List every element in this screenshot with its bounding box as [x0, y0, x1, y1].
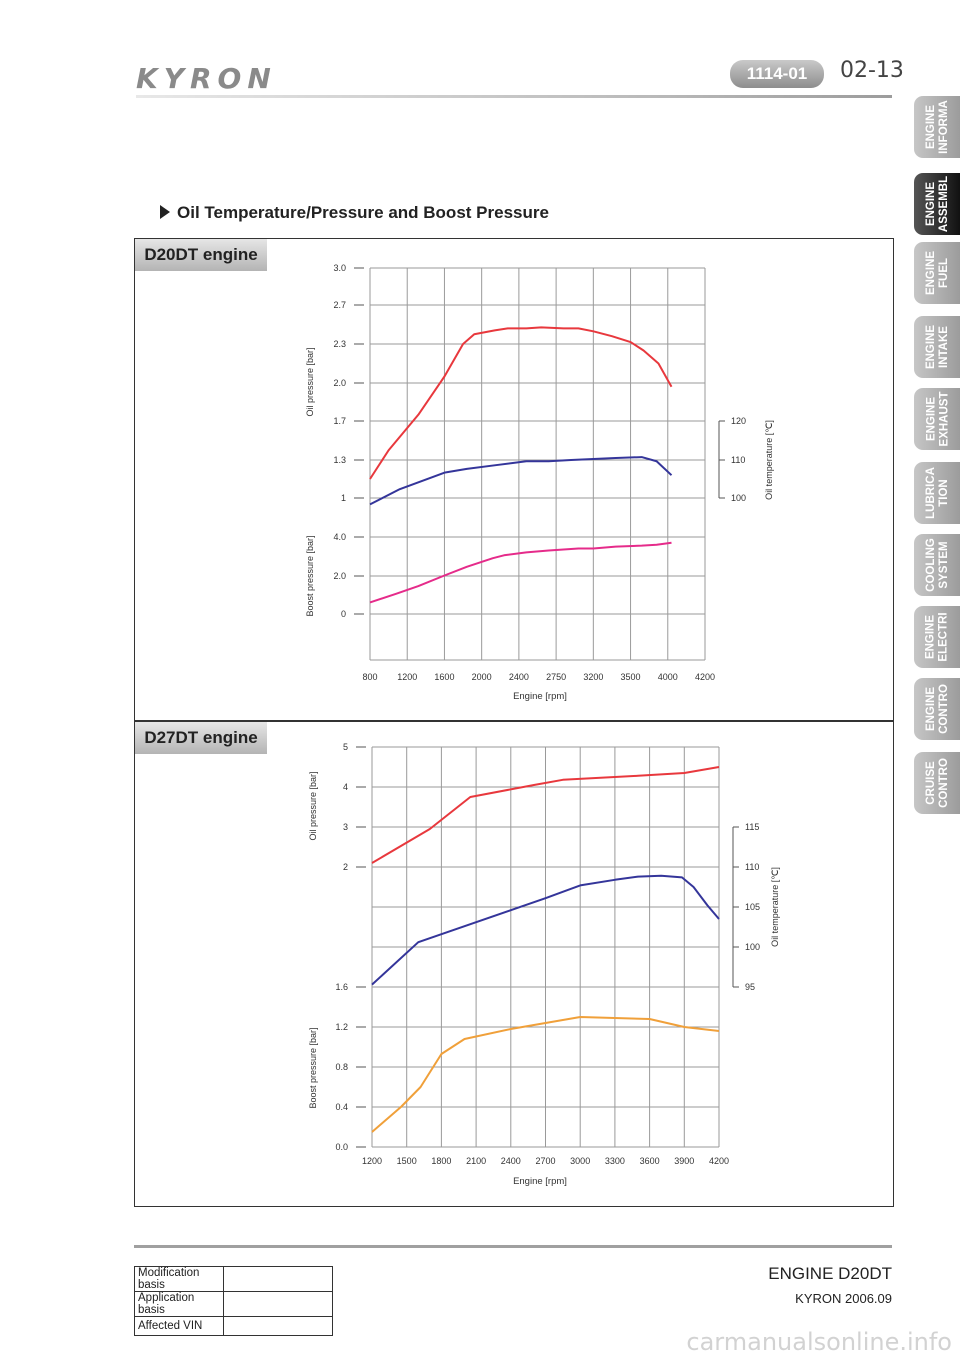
- diagram-frame: [134, 238, 894, 1207]
- modification-basis-value: [223, 1266, 333, 1292]
- x-tick-label: 3900: [674, 1156, 694, 1166]
- x-axis-label: Engine [rpm]: [513, 1176, 567, 1187]
- x-tick-label: 1200: [397, 672, 417, 682]
- oil-pressure-tick-label: 2: [343, 862, 348, 872]
- x-tick-label: 3300: [605, 1156, 625, 1166]
- oil-pressure-line: [371, 766, 720, 864]
- oil-pressure-tick-label: 3: [343, 822, 348, 832]
- oil-pressure-line: [369, 326, 673, 480]
- oil-temperature-axis-label: Oil temperature [℃]: [764, 420, 774, 500]
- tab-engine-assembly[interactable]: ENGINE ASSEMBL: [914, 173, 960, 235]
- oil-pressure-tick-label: 1: [341, 493, 346, 503]
- x-tick-label: 1200: [362, 1156, 382, 1166]
- application-basis-value: [223, 1291, 333, 1317]
- page-number: 02-13: [840, 58, 904, 83]
- boost-pressure-axis-label: Boost pressure [bar]: [308, 1027, 318, 1108]
- tab-engine-intake[interactable]: ENGINE INTAKE: [914, 316, 960, 378]
- x-axis-label: Engine [rpm]: [513, 691, 567, 702]
- boost-pressure-tick-label: 0: [341, 609, 346, 619]
- tab-lubrication[interactable]: LUBRICA TION: [914, 462, 960, 524]
- oil-temperature-tick-label: 100: [731, 493, 746, 503]
- footer-rule: [134, 1245, 892, 1248]
- oil-pressure-axis-label: Oil pressure [bar]: [308, 771, 318, 840]
- oil-temperature-axis-label: Oil temperature [℃]: [770, 867, 780, 947]
- x-tick-label: 2000: [472, 672, 492, 682]
- section-title: Oil Temperature/Pressure and Boost Press…: [160, 203, 549, 223]
- d20dt-chart: 800 1200 1600 2000 2400 2750 3200 3500 4000 4200E…: [305, 263, 774, 702]
- x-tick-label: 3600: [640, 1156, 660, 1166]
- oil-pressure-tick-label: 3.0: [333, 263, 346, 273]
- boost-pressure-tick-label: 0.8: [335, 1062, 348, 1072]
- x-tick-label: 2400: [501, 1156, 521, 1166]
- boost-pressure-tick-label: 2.0: [333, 571, 346, 581]
- modification-table: Modification basis Application basis Aff…: [134, 1266, 333, 1336]
- tab-cooling-system[interactable]: COOLING SYSTEM: [914, 534, 960, 596]
- oil-temperature-line: [369, 456, 673, 506]
- brand-logo: KYRON: [136, 62, 277, 95]
- x-tick-label: 4200: [709, 1156, 729, 1166]
- oil-pressure-tick-label: 2.7: [333, 300, 346, 310]
- oil-temperature-tick-label: 105: [745, 902, 760, 912]
- x-tick-label: 3000: [570, 1156, 590, 1166]
- x-tick-label: 1800: [431, 1156, 451, 1166]
- tab-engine-information[interactable]: ENGINE INFORMA: [914, 96, 960, 158]
- x-tick-label: 2700: [535, 1156, 555, 1166]
- x-tick-label: 4000: [658, 672, 678, 682]
- footer-title: ENGINE D20DT: [768, 1264, 892, 1283]
- oil-pressure-tick-label: 2.3: [333, 339, 346, 349]
- oil-temperature-tick-label: 110: [731, 455, 745, 465]
- oil-temperature-tick-label: 120: [731, 416, 746, 426]
- x-tick-label: 2750: [546, 672, 566, 682]
- boost-pressure-line: [369, 541, 672, 604]
- engine-label-d20dt: D20DT engine: [135, 239, 267, 271]
- x-tick-label: 3200: [583, 672, 603, 682]
- boost-pressure-tick-label: 4.0: [333, 532, 346, 542]
- tab-engine-electrical[interactable]: ENGINE ELECTRI: [914, 606, 960, 668]
- oil-pressure-tick-label: 4: [343, 782, 348, 792]
- oil-pressure-tick-label: 5: [343, 742, 348, 752]
- tab-engine-control[interactable]: ENGINE CONTRO: [914, 678, 960, 740]
- oil-temperature-tick-label: 110: [745, 862, 759, 872]
- boost-pressure-tick-label: 1.2: [335, 1022, 348, 1032]
- oil-temperature-tick-label: 115: [745, 822, 759, 832]
- application-basis-label: Application basis: [134, 1291, 224, 1317]
- x-tick-label: 4200: [695, 672, 715, 682]
- boost-pressure-tick-label: 1.6: [335, 982, 348, 992]
- x-tick-label: 800: [362, 672, 377, 682]
- header-rule: [136, 95, 892, 98]
- x-tick-label: 2100: [466, 1156, 486, 1166]
- d27dt-chart: 1200 1500 1800 2100 2400 2700 3000 3300 3600 3900…: [308, 742, 780, 1187]
- modification-basis-label: Modification basis: [134, 1266, 224, 1292]
- affected-vin-value: [223, 1316, 333, 1336]
- boost-pressure-tick-label: 0.4: [335, 1102, 348, 1112]
- table-row: Affected VIN: [134, 1316, 333, 1336]
- bullet-triangle-icon: [160, 205, 170, 219]
- footer-subtitle: KYRON 2006.09: [795, 1291, 892, 1306]
- x-tick-label: 1500: [397, 1156, 417, 1166]
- table-row: Application basis: [134, 1291, 333, 1317]
- section-code-badge: 1114-01: [730, 60, 824, 88]
- x-tick-label: 1600: [434, 672, 454, 682]
- boost-pressure-line: [371, 1016, 720, 1133]
- watermark: carmanualsonline.info: [686, 1328, 952, 1356]
- oil-pressure-axis-label: Oil pressure [bar]: [305, 347, 315, 416]
- tab-engine-fuel[interactable]: ENGINE FUEL: [914, 242, 960, 304]
- x-tick-label: 3500: [621, 672, 641, 682]
- oil-pressure-tick-label: 1.7: [333, 416, 346, 426]
- table-row: Modification basis: [134, 1266, 333, 1292]
- oil-temperature-line: [371, 874, 720, 986]
- boost-pressure-axis-label: Boost pressure [bar]: [305, 535, 315, 616]
- affected-vin-label: Affected VIN: [134, 1316, 224, 1336]
- frame-divider: [134, 720, 894, 722]
- oil-pressure-tick-label: 2.0: [333, 378, 346, 388]
- oil-temperature-tick-label: 100: [745, 942, 760, 952]
- boost-pressure-tick-label: 0.0: [335, 1142, 348, 1152]
- tab-engine-exhaust[interactable]: ENGINE EXHAUST: [914, 388, 960, 450]
- tab-cruise-control[interactable]: CRUISE CONTRO: [914, 752, 960, 814]
- engine-label-d27dt: D27DT engine: [135, 722, 267, 754]
- oil-temperature-tick-label: 95: [745, 982, 755, 992]
- oil-pressure-tick-label: 1.3: [333, 455, 346, 465]
- x-tick-label: 2400: [509, 672, 529, 682]
